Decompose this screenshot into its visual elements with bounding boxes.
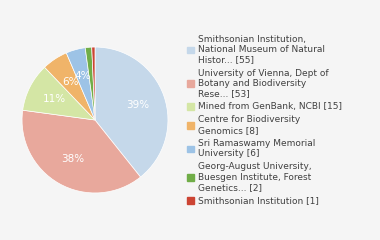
Wedge shape [95,47,168,177]
Text: 6%: 6% [62,77,78,87]
Wedge shape [66,48,95,120]
Wedge shape [92,47,95,120]
Text: 39%: 39% [126,100,149,110]
Text: 11%: 11% [43,95,66,104]
Text: 38%: 38% [61,154,84,164]
Wedge shape [85,47,95,120]
Legend: Smithsonian Institution,
National Museum of Natural
Histor... [55], University o: Smithsonian Institution, National Museum… [185,33,344,207]
Text: 4%: 4% [75,71,91,81]
Wedge shape [22,110,141,193]
Wedge shape [23,67,95,120]
Wedge shape [44,53,95,120]
